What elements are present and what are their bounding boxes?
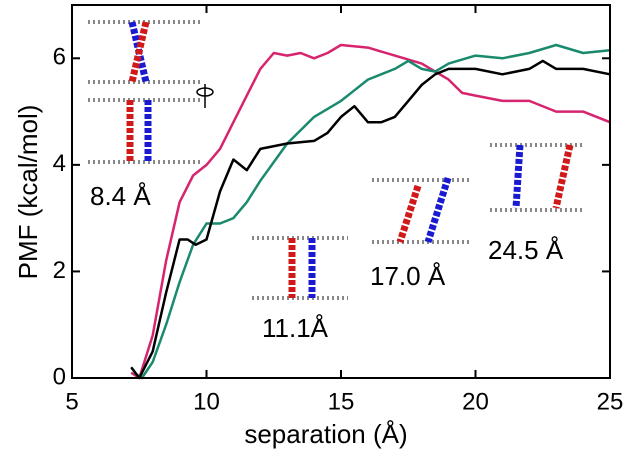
plot-frame [71,4,611,379]
line-series [133,43,611,380]
x-tick-label: 10 [193,388,220,415]
y-tick-label: 6 [53,44,66,71]
x-tick-label: 5 [65,388,78,415]
x-axis-label: separation (Å) [244,419,407,449]
x-tick-label: 25 [597,388,624,415]
y-axis-label: PMF (kcal/mol) [13,105,43,280]
y-tick-label: 4 [53,150,66,177]
plot-area [130,43,611,380]
line-series [130,59,611,380]
annotation: 17.0 Å [370,261,446,291]
helix-insets [88,20,585,300]
annotation: 11.1Å [262,313,329,343]
annotation: 8.4 Å [90,181,151,211]
line-series [130,43,611,380]
y-tick-label: 0 [53,363,66,390]
y-tick-label: 2 [53,257,66,284]
x-tick-label: 15 [328,388,355,415]
x-tick-label: 20 [462,388,489,415]
annotation: 24.5 Å [488,235,564,265]
